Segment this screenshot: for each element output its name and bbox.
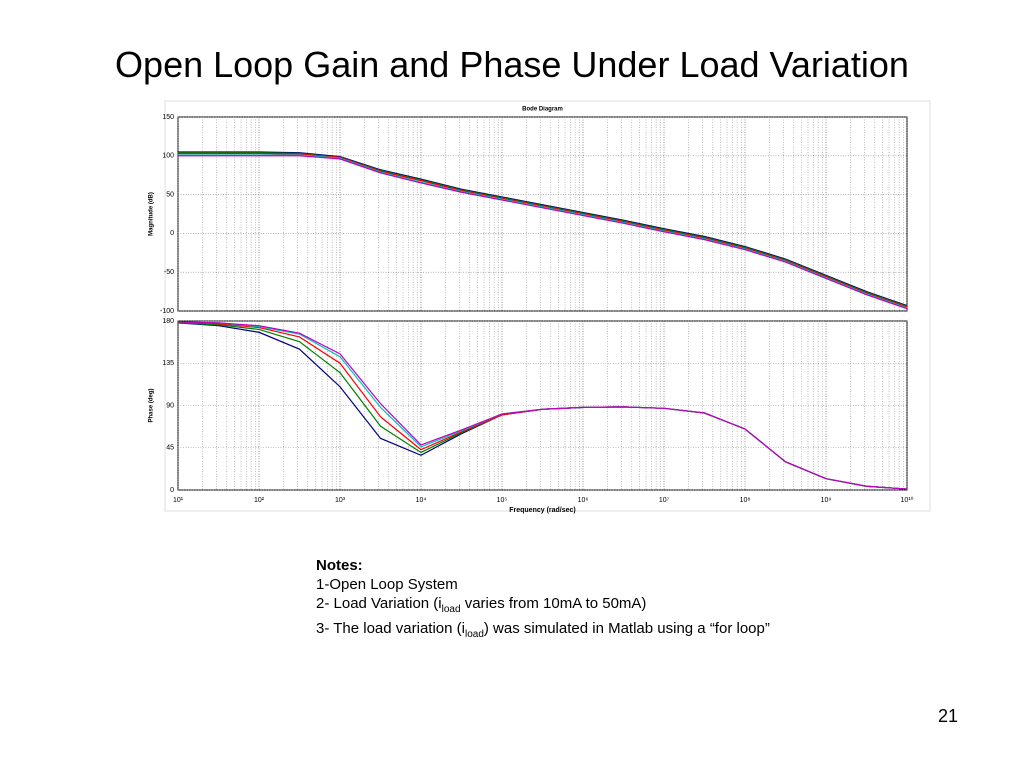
- subscript: load: [441, 604, 461, 615]
- y-tick-label: -100: [160, 308, 174, 315]
- x-tick-label: 10⁶: [578, 497, 589, 504]
- x-tick-label: 10¹⁰: [901, 496, 914, 504]
- data-line: [178, 152, 908, 307]
- note-text: ) was simulated in Matlab using a “for l…: [483, 620, 770, 637]
- x-tick-label: 10¹: [173, 497, 184, 504]
- plot-area: [177, 320, 908, 491]
- note-line: 2- Load Variation (iload varies from 10m…: [316, 594, 770, 619]
- x-tick-label: 10³: [335, 497, 346, 504]
- x-tick-label: 10⁸: [740, 497, 751, 504]
- note-line: 3- The load variation (iload) was simula…: [316, 619, 770, 644]
- chart-title: Bode Diagram: [522, 107, 563, 113]
- y-tick-label: 150: [162, 114, 174, 121]
- x-tick-label: 10⁵: [497, 497, 508, 504]
- note-text: 2- Load Variation (i: [316, 595, 442, 612]
- page-number: 21: [938, 706, 959, 726]
- y-tick-label: 90: [166, 402, 174, 409]
- y-tick-label: 135: [162, 360, 174, 367]
- y-tick-label: 0: [170, 230, 174, 237]
- slide-title: Open Loop Gain and Phase Under Load Vari…: [115, 44, 909, 85]
- data-line: [178, 154, 908, 309]
- plot-area: [177, 116, 908, 312]
- y-tick-label: 180: [162, 318, 174, 325]
- x-tick-label: 10⁹: [821, 497, 832, 504]
- note-text: varies from 10mA to 50mA): [460, 595, 647, 612]
- x-tick-label: 10²: [254, 497, 265, 504]
- x-tick-label: 10⁴: [416, 497, 427, 504]
- y-tick-label: 0: [170, 487, 174, 494]
- note-line: 1-Open Loop System: [316, 575, 770, 594]
- note-text: 1-Open Loop System: [316, 576, 458, 593]
- y-tick-label: 45: [166, 445, 174, 452]
- y-axis-label: Magnitude (dB): [149, 192, 155, 236]
- data-line: [178, 155, 908, 310]
- notes: Notes: 1-Open Loop System 2- Load Variatio…: [316, 556, 770, 644]
- y-tick-label: 50: [166, 191, 174, 198]
- data-line: [177, 321, 908, 490]
- x-axis-label: Frequency (rad/sec): [509, 507, 576, 514]
- y-tick-label: -50: [164, 269, 174, 276]
- subscript: load: [464, 629, 484, 640]
- note-text: 3- The load variation (i: [316, 620, 465, 637]
- notes-heading: Notes:: [316, 557, 363, 574]
- y-axis-label: Phase (deg): [149, 388, 155, 422]
- y-tick-label: 100: [162, 153, 174, 160]
- data-line: [178, 152, 908, 308]
- x-tick-label: 10⁷: [659, 497, 670, 504]
- data-line: [178, 151, 908, 307]
